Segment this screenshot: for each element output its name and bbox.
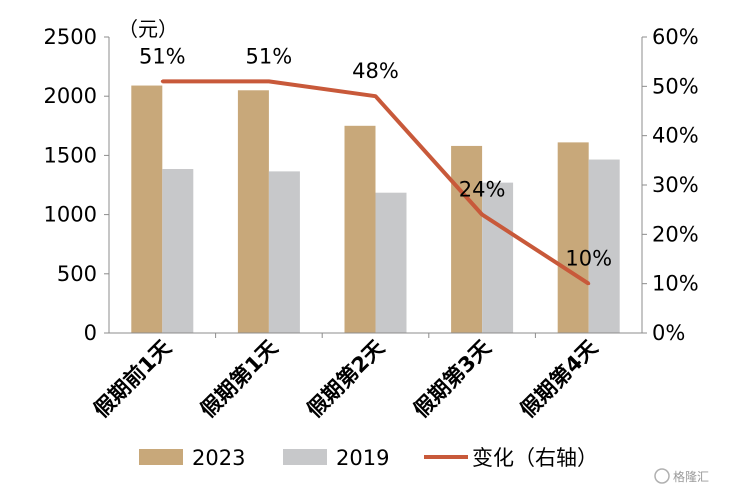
bar-2023-5 [557, 142, 589, 333]
bar-2019-1 [162, 169, 194, 333]
bars-layer [131, 85, 620, 333]
change-point-5 [587, 282, 591, 286]
bar-2023-2 [237, 90, 269, 333]
change-line-layer [160, 79, 591, 286]
y-left-tick-label: 1000 [44, 203, 97, 227]
watermark: 格隆汇 [654, 468, 709, 484]
y-right-tick-label: 40% [652, 124, 699, 148]
y-right-tick-label: 20% [652, 222, 699, 246]
legend: 2023 2019 变化（右轴） [139, 446, 598, 470]
bar-2019-4 [482, 182, 514, 333]
change-point-4 [480, 213, 484, 217]
change-point-1 [160, 79, 164, 83]
x-category-label-4: 假期第3天 [409, 335, 496, 422]
y-left-ticks: 0 500 1000 1500 2000 2500 [44, 25, 109, 345]
bar-2019-3 [375, 192, 407, 333]
y-left-tick-label: 2000 [44, 84, 97, 108]
x-category-label-2: 假期第1天 [196, 335, 283, 422]
watermark-logo-icon [654, 468, 670, 484]
change-point-2 [267, 79, 271, 83]
x-category-labels: 假期前1天 假期第1天 假期第2天 假期第3天 假期第4天 [89, 333, 603, 422]
y-right-tick-label: 30% [652, 173, 699, 197]
legend-label-2019: 2019 [336, 446, 389, 470]
change-data-label-1: 51% [139, 44, 186, 68]
legend-label-change: 变化（右轴） [472, 446, 598, 470]
change-data-label-5: 10% [565, 247, 612, 271]
bar-2019-2 [268, 171, 300, 333]
y-left-tick-label: 2500 [44, 25, 97, 49]
bar-2019-5 [588, 159, 620, 333]
y-left-unit-label: （元） [118, 17, 178, 41]
bar-2023-1 [131, 85, 163, 333]
bar-2023-3 [344, 125, 376, 333]
change-point-3 [374, 94, 377, 98]
change-data-label-2: 51% [246, 44, 293, 68]
data-labels-layer: 51% 51% 48% 24% 10% [139, 44, 612, 270]
change-data-label-4: 24% [459, 178, 506, 202]
x-category-label-3: 假期第2天 [302, 335, 389, 422]
legend-swatch-2023 [139, 449, 183, 465]
x-category-label-5: 假期第4天 [516, 335, 603, 422]
y-right-tick-label: 60% [652, 25, 699, 49]
watermark-text: 格隆汇 [673, 469, 709, 484]
y-right-tick-label: 50% [652, 74, 699, 98]
change-data-label-3: 48% [352, 59, 399, 83]
y-right-tick-label: 10% [652, 272, 699, 296]
legend-label-2023: 2023 [192, 446, 245, 470]
y-right-ticks: 0% 10% 20% 30% 40% 50% 60% [642, 25, 699, 345]
y-left-tick-label: 0 [84, 321, 97, 345]
y-right-tick-label: 0% [652, 321, 685, 345]
x-category-label-1: 假期前1天 [89, 335, 176, 422]
bar-2023-4 [451, 145, 483, 333]
y-left-tick-label: 500 [57, 262, 97, 286]
legend-swatch-2019 [283, 449, 327, 465]
y-left-tick-label: 1500 [44, 143, 97, 167]
